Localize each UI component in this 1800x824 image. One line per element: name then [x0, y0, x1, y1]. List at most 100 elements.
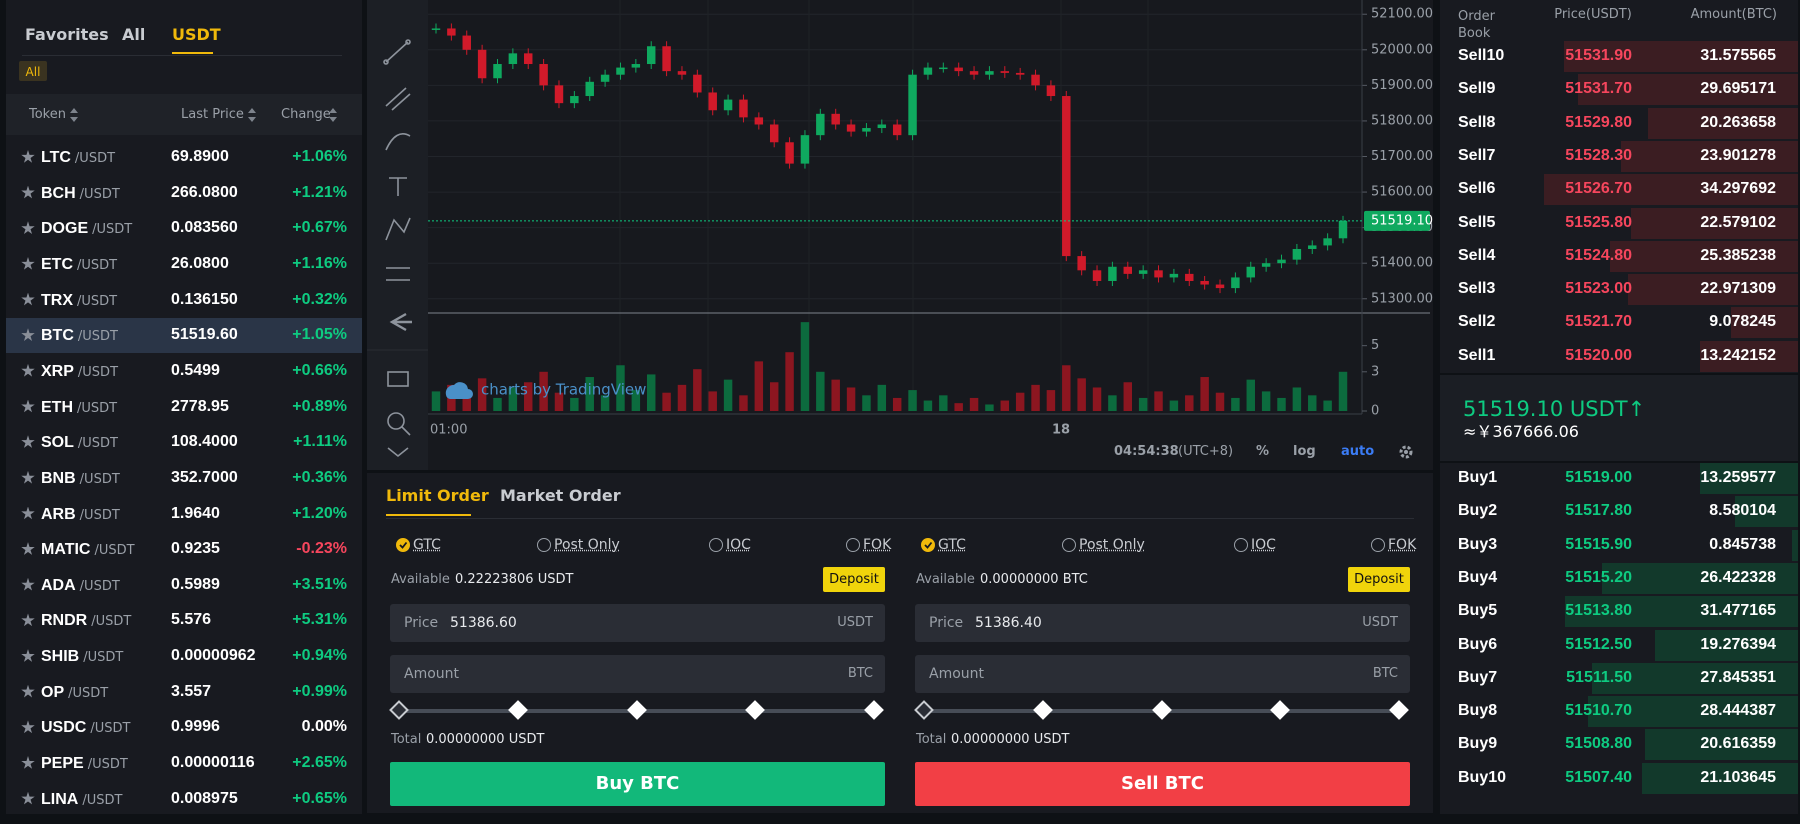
time-in-force[interactable]: IOC: [726, 537, 751, 553]
book-price[interactable]: 51524.80: [1565, 246, 1632, 264]
book-level[interactable]: Sell5: [1458, 213, 1496, 231]
price-input[interactable]: [390, 604, 885, 642]
order-type-tab[interactable]: Limit Order: [386, 486, 489, 505]
book-amount[interactable]: 20.616359: [1700, 735, 1776, 753]
book-amount[interactable]: 22.579102: [1700, 213, 1776, 231]
time-in-force[interactable]: FOK: [863, 537, 892, 553]
book-price[interactable]: 51521.70: [1565, 313, 1632, 331]
time-in-force[interactable]: FOK: [1388, 537, 1417, 553]
book-level[interactable]: Sell4: [1458, 246, 1496, 264]
book-amount[interactable]: 31.477165: [1700, 602, 1776, 620]
book-level[interactable]: Buy5: [1458, 602, 1498, 620]
radio[interactable]: [846, 538, 860, 552]
column-header[interactable]: Last Price: [181, 107, 244, 122]
deposit-button[interactable]: [823, 567, 885, 592]
radio[interactable]: [709, 538, 723, 552]
buy-button-label[interactable]: Buy BTC: [595, 773, 680, 794]
book-price[interactable]: 51528.30: [1565, 146, 1632, 164]
deposit-button[interactable]: [1348, 567, 1410, 592]
radio[interactable]: [921, 538, 935, 552]
book-level[interactable]: Sell9: [1458, 80, 1496, 98]
book-price[interactable]: 51526.70: [1565, 180, 1632, 198]
radio[interactable]: [396, 538, 410, 552]
book-amount[interactable]: 34.297692: [1700, 180, 1776, 198]
time-in-force[interactable]: GTC: [413, 537, 441, 553]
book-amount[interactable]: 31.575565: [1700, 47, 1776, 64]
book-level[interactable]: Buy6: [1458, 635, 1498, 653]
book-amount[interactable]: 28.444387: [1700, 702, 1776, 720]
buy-button[interactable]: [390, 762, 885, 806]
book-amount[interactable]: 22.971309: [1700, 280, 1776, 298]
book-level[interactable]: Buy4: [1458, 568, 1498, 586]
book-price[interactable]: 51510.70: [1565, 702, 1632, 720]
chart-option[interactable]: %: [1256, 444, 1270, 459]
book-amount[interactable]: 29.695171: [1700, 80, 1776, 98]
book-level[interactable]: Buy10: [1458, 768, 1507, 786]
book-amount[interactable]: 13.242152: [1700, 346, 1776, 364]
order-type-tab[interactable]: Market Order: [500, 486, 621, 505]
radio[interactable]: [1062, 538, 1076, 552]
book-level[interactable]: Sell8: [1458, 113, 1496, 131]
book-price[interactable]: 51517.80: [1565, 502, 1632, 520]
deposit-label[interactable]: Deposit: [829, 572, 879, 587]
book-price[interactable]: 51531.90: [1565, 47, 1632, 64]
filter-chip-label[interactable]: All: [25, 65, 41, 79]
token-row[interactable]: [6, 318, 362, 354]
book-amount[interactable]: 0.845738: [1709, 535, 1776, 553]
book-price[interactable]: 51531.70: [1565, 80, 1632, 98]
book-price[interactable]: 51525.80: [1565, 213, 1632, 231]
book-amount[interactable]: 20.263658: [1700, 113, 1776, 131]
book-level[interactable]: Sell2: [1458, 313, 1496, 331]
radio[interactable]: [537, 538, 551, 552]
price-input[interactable]: [915, 604, 1410, 642]
book-price[interactable]: 51513.80: [1565, 602, 1632, 620]
sell-button-label[interactable]: Sell BTC: [1121, 773, 1204, 794]
book-price[interactable]: 51519.00: [1565, 469, 1632, 486]
book-level[interactable]: Buy7: [1458, 668, 1498, 686]
time-in-force[interactable]: IOC: [1251, 537, 1276, 553]
time-in-force[interactable]: Post Only: [1079, 537, 1145, 553]
deposit-label[interactable]: Deposit: [1354, 572, 1404, 587]
book-price[interactable]: 51520.00: [1565, 346, 1632, 364]
chart-option[interactable]: log: [1293, 444, 1316, 459]
book-price[interactable]: 51507.40: [1565, 768, 1632, 786]
book-price[interactable]: 51512.50: [1565, 635, 1632, 653]
book-amount[interactable]: 9.078245: [1709, 313, 1776, 331]
filter-chip[interactable]: [19, 61, 47, 81]
market-tab[interactable]: Favorites: [25, 25, 109, 44]
time-in-force[interactable]: Post Only: [554, 537, 620, 553]
book-amount[interactable]: 19.276394: [1700, 635, 1776, 653]
radio[interactable]: [1371, 538, 1385, 552]
book-level[interactable]: Buy2: [1458, 502, 1498, 520]
book-price[interactable]: 51515.90: [1565, 535, 1632, 553]
book-amount[interactable]: 25.385238: [1700, 246, 1776, 264]
radio[interactable]: [1234, 538, 1248, 552]
amount-input[interactable]: [915, 655, 1410, 693]
column-header[interactable]: Token: [29, 107, 66, 122]
book-amount[interactable]: 13.259577: [1700, 469, 1776, 486]
book-level[interactable]: Sell7: [1458, 146, 1496, 164]
book-level[interactable]: Sell3: [1458, 280, 1496, 298]
book-price[interactable]: 51523.00: [1565, 280, 1632, 298]
book-price[interactable]: 51511.50: [1566, 668, 1632, 686]
book-level[interactable]: Sell10: [1458, 47, 1505, 64]
book-level[interactable]: Buy1: [1458, 469, 1498, 486]
column-header[interactable]: Change: [281, 107, 331, 122]
book-price[interactable]: 51508.80: [1565, 735, 1632, 753]
book-price[interactable]: 51529.80: [1565, 113, 1632, 131]
chart-option[interactable]: auto: [1341, 444, 1375, 459]
book-amount[interactable]: 8.580104: [1709, 502, 1776, 520]
book-level[interactable]: Buy8: [1458, 702, 1498, 720]
book-level[interactable]: Buy3: [1458, 535, 1498, 553]
time-in-force[interactable]: GTC: [938, 537, 966, 553]
settings-gear[interactable]: [1398, 444, 1414, 460]
amount-input[interactable]: [390, 655, 885, 693]
book-level[interactable]: Buy9: [1458, 735, 1498, 753]
book-level[interactable]: Sell6: [1458, 180, 1496, 198]
book-price[interactable]: 51515.20: [1565, 568, 1632, 586]
book-amount[interactable]: 26.422328: [1700, 568, 1776, 586]
book-level[interactable]: Sell1: [1458, 346, 1496, 364]
book-amount[interactable]: 23.901278: [1700, 146, 1776, 164]
sell-button[interactable]: [915, 762, 1410, 806]
market-tab[interactable]: All: [122, 25, 146, 44]
